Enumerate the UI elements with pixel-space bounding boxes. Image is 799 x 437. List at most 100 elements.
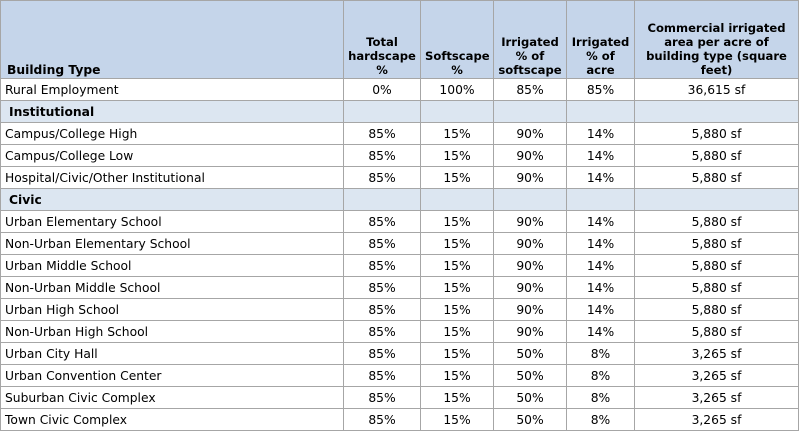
cell-commercial-area: 5,880 sf bbox=[634, 232, 799, 255]
cell-softscape: 15% bbox=[420, 166, 494, 189]
table-row: Suburban Civic Complex 85% 15% 50% 8% 3,… bbox=[0, 386, 799, 409]
header-building-type: Building Type bbox=[0, 0, 344, 79]
cell-softscape: 15% bbox=[420, 342, 494, 365]
cell-total-hardscape: 85% bbox=[343, 276, 421, 299]
cell-irrigated-acre: 8% bbox=[566, 342, 635, 365]
cell-irrigated-softscape: 90% bbox=[493, 298, 567, 321]
cell-softscape: 15% bbox=[420, 144, 494, 167]
cell-irrigated-acre: 8% bbox=[566, 364, 635, 387]
cell-irrigated-acre: 14% bbox=[566, 144, 635, 167]
header-total-hardscape: Total hardscape % bbox=[343, 0, 421, 79]
cell-commercial-area: 3,265 sf bbox=[634, 364, 799, 387]
cell-irrigated-acre: 14% bbox=[566, 122, 635, 145]
cell-irrigated-softscape: 90% bbox=[493, 144, 567, 167]
section-cell bbox=[420, 188, 494, 211]
section-cell bbox=[566, 188, 635, 211]
cell-irrigated-acre: 85% bbox=[566, 78, 635, 101]
cell-total-hardscape: 85% bbox=[343, 210, 421, 233]
table-row: Rural Employment 0% 100% 85% 85% 36,615 … bbox=[0, 78, 799, 101]
cell-commercial-area: 5,880 sf bbox=[634, 320, 799, 343]
cell-irrigated-acre: 14% bbox=[566, 276, 635, 299]
table-row: Urban Convention Center 85% 15% 50% 8% 3… bbox=[0, 364, 799, 387]
section-row-institutional: Institutional bbox=[0, 100, 799, 123]
cell-building-type: Non-Urban Middle School bbox=[0, 276, 344, 299]
header-irrigated-softscape: Irrigated % of softscape bbox=[493, 0, 567, 79]
cell-irrigated-softscape: 90% bbox=[493, 276, 567, 299]
cell-irrigated-softscape: 50% bbox=[493, 386, 567, 409]
cell-irrigated-acre: 14% bbox=[566, 254, 635, 277]
cell-softscape: 15% bbox=[420, 122, 494, 145]
section-cell bbox=[343, 188, 421, 211]
cell-commercial-area: 5,880 sf bbox=[634, 254, 799, 277]
table-row: Urban High School 85% 15% 90% 14% 5,880 … bbox=[0, 298, 799, 321]
cell-irrigated-acre: 14% bbox=[566, 210, 635, 233]
cell-building-type: Campus/College Low bbox=[0, 144, 344, 167]
cell-building-type: Campus/College High bbox=[0, 122, 344, 145]
cell-total-hardscape: 85% bbox=[343, 408, 421, 431]
cell-commercial-area: 5,880 sf bbox=[634, 166, 799, 189]
cell-irrigated-softscape: 90% bbox=[493, 210, 567, 233]
cell-irrigated-acre: 14% bbox=[566, 166, 635, 189]
cell-irrigated-acre: 14% bbox=[566, 232, 635, 255]
header-irrigated-acre: Irrigated % of acre bbox=[566, 0, 635, 79]
cell-irrigated-softscape: 50% bbox=[493, 364, 567, 387]
section-label: Institutional bbox=[0, 100, 344, 123]
section-label: Civic bbox=[0, 188, 344, 211]
cell-commercial-area: 3,265 sf bbox=[634, 342, 799, 365]
cell-commercial-area: 3,265 sf bbox=[634, 386, 799, 409]
cell-irrigated-acre: 8% bbox=[566, 408, 635, 431]
cell-irrigated-softscape: 90% bbox=[493, 320, 567, 343]
section-cell bbox=[493, 188, 567, 211]
cell-total-hardscape: 85% bbox=[343, 144, 421, 167]
table-row: Urban Middle School 85% 15% 90% 14% 5,88… bbox=[0, 254, 799, 277]
cell-softscape: 15% bbox=[420, 320, 494, 343]
cell-commercial-area: 36,615 sf bbox=[634, 78, 799, 101]
header-commercial-irrigated-area: Commercial irrigated area per acre of bu… bbox=[634, 0, 799, 79]
header-softscape: Softscape % bbox=[420, 0, 494, 79]
cell-building-type: Suburban Civic Complex bbox=[0, 386, 344, 409]
cell-irrigated-softscape: 50% bbox=[493, 342, 567, 365]
header-row: Building Type Total hardscape % Softscap… bbox=[0, 0, 799, 79]
cell-building-type: Rural Employment bbox=[0, 78, 344, 101]
cell-commercial-area: 5,880 sf bbox=[634, 210, 799, 233]
cell-softscape: 15% bbox=[420, 298, 494, 321]
section-cell bbox=[634, 100, 799, 123]
cell-softscape: 15% bbox=[420, 408, 494, 431]
cell-softscape: 15% bbox=[420, 232, 494, 255]
cell-irrigated-acre: 14% bbox=[566, 298, 635, 321]
section-row-civic: Civic bbox=[0, 188, 799, 211]
cell-softscape: 100% bbox=[420, 78, 494, 101]
section-cell bbox=[493, 100, 567, 123]
cell-building-type: Urban City Hall bbox=[0, 342, 344, 365]
table-row: Non-Urban Middle School 85% 15% 90% 14% … bbox=[0, 276, 799, 299]
cell-irrigated-softscape: 90% bbox=[493, 232, 567, 255]
cell-irrigated-softscape: 90% bbox=[493, 166, 567, 189]
cell-commercial-area: 3,265 sf bbox=[634, 408, 799, 431]
table-row: Non-Urban High School 85% 15% 90% 14% 5,… bbox=[0, 320, 799, 343]
cell-commercial-area: 5,880 sf bbox=[634, 122, 799, 145]
table-row: Non-Urban Elementary School 85% 15% 90% … bbox=[0, 232, 799, 255]
table-row: Campus/College Low 85% 15% 90% 14% 5,880… bbox=[0, 144, 799, 167]
cell-total-hardscape: 85% bbox=[343, 298, 421, 321]
cell-building-type: Urban Convention Center bbox=[0, 364, 344, 387]
cell-total-hardscape: 85% bbox=[343, 320, 421, 343]
cell-building-type: Hospital/Civic/Other Institutional bbox=[0, 166, 344, 189]
cell-commercial-area: 5,880 sf bbox=[634, 276, 799, 299]
cell-building-type: Urban Middle School bbox=[0, 254, 344, 277]
cell-irrigated-softscape: 50% bbox=[493, 408, 567, 431]
table-row: Hospital/Civic/Other Institutional 85% 1… bbox=[0, 166, 799, 189]
cell-irrigated-softscape: 90% bbox=[493, 122, 567, 145]
section-cell bbox=[420, 100, 494, 123]
table-row: Campus/College High 85% 15% 90% 14% 5,88… bbox=[0, 122, 799, 145]
cell-total-hardscape: 85% bbox=[343, 232, 421, 255]
section-cell bbox=[566, 100, 635, 123]
cell-total-hardscape: 85% bbox=[343, 122, 421, 145]
section-cell bbox=[634, 188, 799, 211]
cell-irrigated-acre: 14% bbox=[566, 320, 635, 343]
table-row: Town Civic Complex 85% 15% 50% 8% 3,265 … bbox=[0, 408, 799, 431]
cell-irrigated-softscape: 85% bbox=[493, 78, 567, 101]
cell-total-hardscape: 85% bbox=[343, 386, 421, 409]
cell-building-type: Urban Elementary School bbox=[0, 210, 344, 233]
cell-building-type: Town Civic Complex bbox=[0, 408, 344, 431]
